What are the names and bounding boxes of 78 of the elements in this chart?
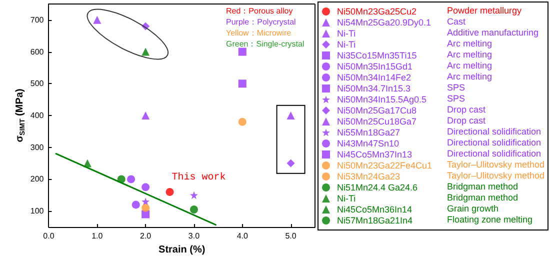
point (238, 118, 246, 126)
legend-label: Ni45Co5Mn36In14 (337, 204, 412, 214)
y-tick-label: 200 (30, 174, 44, 184)
x-tick-label: 1.0 (92, 232, 104, 240)
legend-label: Ni45Co5Mn37In13 (337, 150, 412, 160)
text: Floating zone melting (447, 214, 533, 224)
legend-label: Ni50Mn34.7In15.3 (337, 84, 411, 94)
x-tick-label: 3.0 (188, 232, 200, 240)
y-tick-label: 300 (30, 142, 44, 152)
text: Grain growth (447, 204, 499, 214)
point (166, 188, 174, 196)
x-tick-label: 2.0 (140, 232, 152, 240)
point (117, 175, 126, 184)
legend-label: Ni50Mn23Ga22Fe4Cu1 (337, 160, 432, 170)
text: Arc melting (447, 50, 492, 60)
point (83, 159, 92, 168)
text: Arc melting (447, 38, 492, 48)
point (142, 204, 150, 212)
legend-label: Ni55Mn18Ga27 (337, 128, 400, 138)
point (132, 200, 140, 209)
annotation: Purple：Polycrystal (226, 18, 296, 26)
annotation: This work (172, 171, 226, 184)
text: Arc melting (447, 72, 492, 82)
legend-label: Ni-Ti (337, 28, 356, 38)
y-tick-label: 400 (30, 111, 44, 120)
text: Directional solidification (447, 148, 542, 158)
point (93, 16, 102, 24)
x-tick-label: 5.0 (285, 232, 297, 240)
text: Taylor–Ulitovsky method (447, 170, 545, 180)
legend-label: Ni50Mn23Ga25Cu2 (337, 6, 417, 16)
legend-label: Ni50Mn34In14Fe2 (337, 72, 412, 82)
legend-label: Ni50Mn34In15.5Ag0.5 (337, 94, 427, 104)
text: Arc melting (447, 60, 492, 70)
x-tick-label: 4.0 (236, 232, 248, 240)
annotation: Red：Porous alloy (226, 6, 293, 16)
text: Bridgman method (447, 192, 518, 202)
point (190, 191, 198, 200)
point (142, 48, 150, 56)
legend-label: Ni-Ti (337, 40, 356, 50)
legend-label: Ni50Mn35In15Gd1 (337, 62, 413, 72)
legend-label: Ni54Mn25Ga20.9Dy0.1 (337, 18, 432, 28)
text: Bridgman method (447, 182, 518, 192)
point (142, 198, 150, 206)
annotation: Green：Single-crystal (226, 40, 304, 48)
text: Directional solidification (447, 138, 542, 148)
point (142, 112, 150, 120)
annotation: Yellow：Microwire (226, 28, 292, 38)
point (127, 175, 136, 184)
point (238, 48, 246, 56)
text: Powder metallurgy (447, 6, 522, 16)
point (286, 112, 295, 120)
text: SPS (447, 82, 466, 92)
text: Taylor–Ulitovsky method (447, 160, 545, 170)
y-tick-label: 100 (30, 206, 44, 216)
legend-label: Ni53Mn24Ga23 (337, 172, 400, 182)
legend-label: Ni43Mn47Sn10 (337, 138, 400, 148)
legend-label: Ni-Ti (337, 194, 356, 204)
point (286, 159, 295, 168)
point (142, 183, 150, 192)
legend-label: Ni57Mn18Ga21In4 (337, 216, 413, 226)
legend-label: Ni35Co15Mn35Ti15 (337, 50, 417, 60)
y-tick-label: 700 (30, 15, 44, 24)
x-axis-title: Strain (%) (158, 244, 206, 256)
text: SPS (447, 94, 466, 104)
legend-label: Ni50Mn25Ga17Cu8 (337, 106, 417, 116)
point (190, 205, 198, 214)
legend-label: Ni50Mn25Cu18Ga7 (337, 116, 417, 126)
y-tick-label: 600 (30, 47, 44, 56)
text: Cast (447, 16, 466, 26)
point (142, 210, 150, 218)
text: Directional solidification (447, 126, 542, 136)
text: Drop cast (447, 104, 486, 114)
x-tick-label: 0.0 (43, 232, 55, 240)
text: Drop cast (447, 116, 486, 126)
y-tick-label: 500 (30, 79, 44, 88)
legend-label: Ni51Mn24.4 Ga24.6 (337, 182, 418, 192)
point (238, 80, 246, 88)
text: Additive manufacturing (447, 28, 539, 38)
